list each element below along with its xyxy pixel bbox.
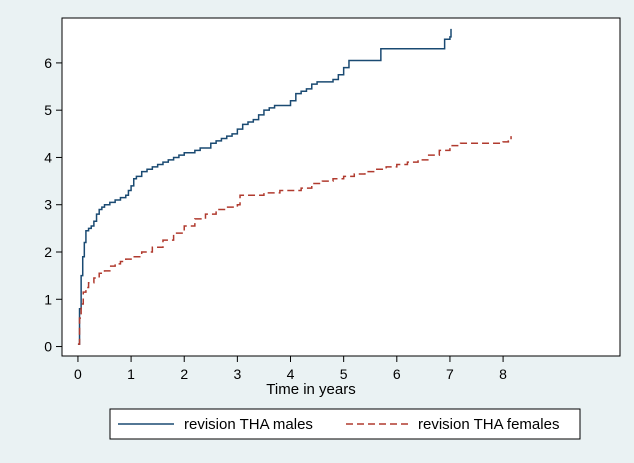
x-tick-label: 5 [340, 366, 348, 382]
x-tick-label: 6 [393, 366, 401, 382]
x-tick-label: 4 [287, 366, 295, 382]
series-line-males [77, 28, 452, 345]
x-tick-label: 2 [180, 366, 188, 382]
legend-box [109, 408, 581, 440]
series-layer [77, 28, 512, 345]
y-tick-label: 6 [44, 55, 52, 71]
x-axis: 0 1 2 3 4 5 6 7 8 [74, 356, 507, 382]
x-axis-title: Time in years [266, 381, 355, 398]
y-tick-label: 5 [44, 102, 52, 118]
y-tick-label: 2 [44, 244, 52, 260]
plot-area [61, 17, 621, 357]
legend-label-females: revision THA females [418, 416, 559, 433]
legend: revision THA males revision THA females [109, 408, 581, 440]
x-tick-label: 3 [233, 366, 241, 382]
y-tick-label: 3 [44, 197, 52, 213]
y-tick-label: 1 [44, 291, 52, 307]
x-tick-label: 7 [446, 366, 454, 382]
x-tick-label: 1 [127, 366, 135, 382]
y-axis: 0 1 2 3 4 5 6 [44, 55, 62, 355]
x-tick-label: 8 [499, 366, 507, 382]
legend-label-males: revision THA males [184, 416, 313, 433]
series-line-females [77, 136, 512, 345]
x-tick-label: 0 [74, 366, 82, 382]
y-tick-label: 4 [44, 149, 52, 165]
y-tick-label: 0 [44, 339, 52, 355]
